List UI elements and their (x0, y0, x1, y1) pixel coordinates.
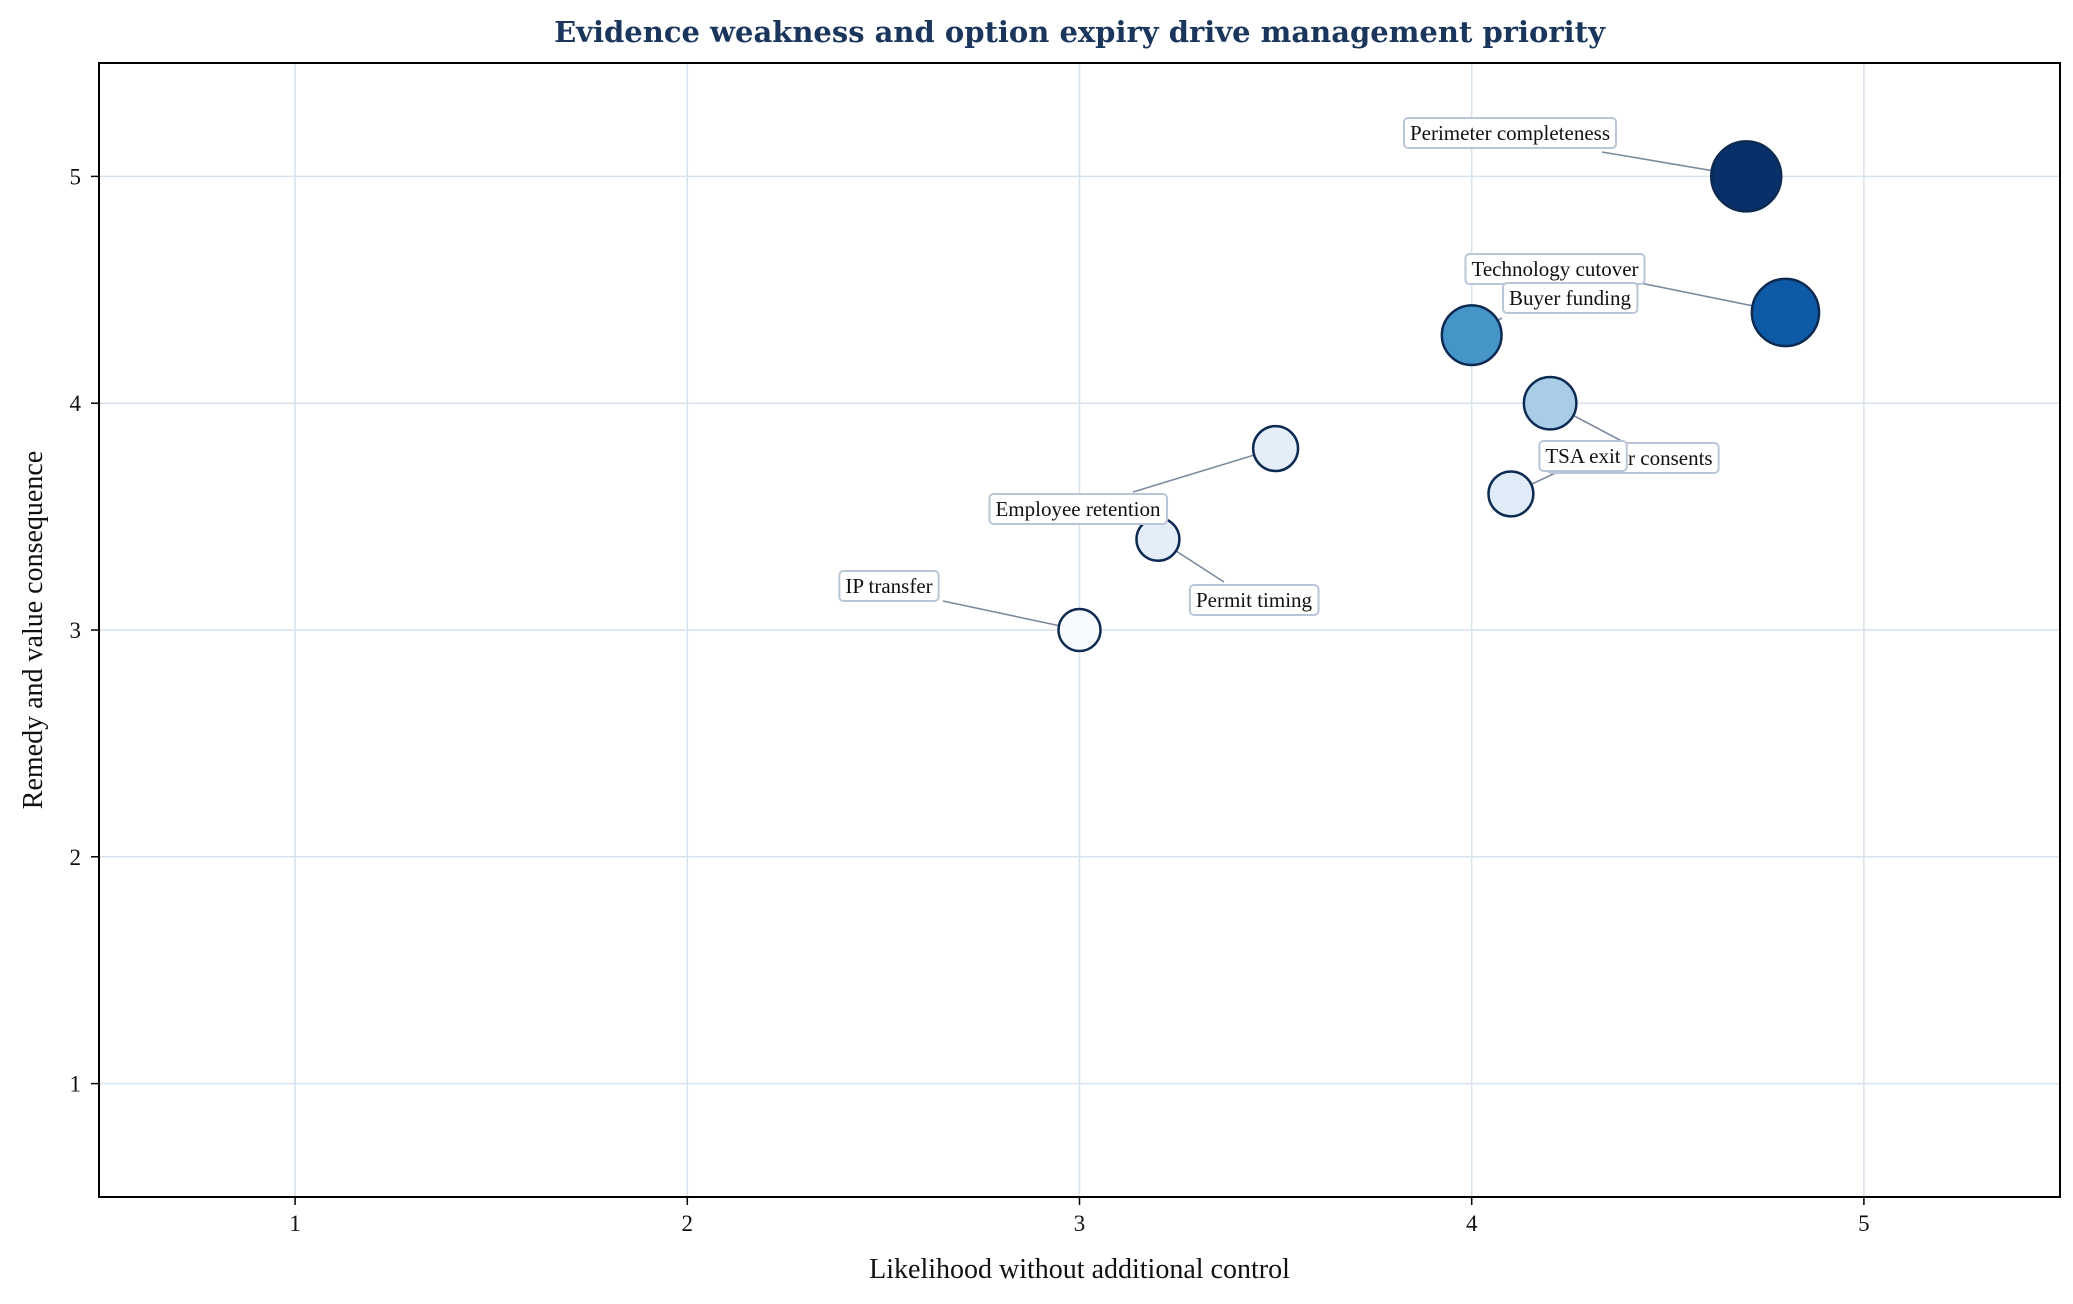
point-label-text: Permit timing (1196, 588, 1313, 612)
point-label-box (1188, 584, 1320, 616)
plot-frame (98, 62, 2061, 1198)
point-label: Employee retention (988, 493, 1169, 525)
bubble-marker (1750, 277, 1821, 348)
x-axis-label: Likelihood without additional control (869, 1254, 1290, 1285)
y-tick-label: 2 (70, 845, 82, 870)
y-tick-label: 4 (70, 391, 82, 416)
bubble-marker (1440, 304, 1503, 367)
point-label-text: TSA exit (1545, 444, 1620, 468)
point-labels: Perimeter completeness Technology cutover… (838, 117, 1720, 616)
x-tick-label: 4 (1466, 1211, 1478, 1236)
y-tick-label: 1 (70, 1072, 82, 1097)
point-label-text: Employee retention (995, 497, 1161, 521)
x-tick-label: 2 (682, 1211, 694, 1236)
y-tick-label: 5 (70, 164, 82, 189)
point-label: Buyer funding (1502, 282, 1639, 314)
point-label: Permit timing (1188, 584, 1320, 616)
point-label-box (1502, 282, 1639, 314)
point-label-text: Technology cutover (1471, 257, 1638, 281)
point-label: IP transfer (838, 570, 940, 602)
point-label-box (988, 493, 1169, 525)
bubble-marker (1487, 470, 1535, 518)
x-tick-label: 3 (1074, 1211, 1086, 1236)
point-label-text: Perimeter completeness (1410, 121, 1610, 145)
bubble-marker (1522, 375, 1578, 431)
annotation-leaders (942, 151, 1786, 631)
point-label-text: IP transfer (845, 574, 932, 598)
x-tick-label: 1 (289, 1211, 301, 1236)
chart-title: Evidence weakness and option expiry driv… (554, 15, 1606, 49)
bubble-markers (1057, 140, 1821, 653)
bubble-marker (1057, 607, 1102, 653)
bubble-marker (1251, 424, 1300, 473)
axis-ticks: 1 2 3 4 5 1 2 3 4 5 (70, 164, 1870, 1236)
point-label: Technology cutover (1464, 253, 1646, 285)
point-label: TSA exit (1538, 440, 1628, 472)
point-label-box (1402, 117, 1618, 149)
leader-line (1132, 447, 1276, 493)
x-tick-label: 5 (1858, 1211, 1870, 1236)
point-label-text: Buyer funding (1509, 286, 1631, 310)
point-label-box (838, 570, 940, 602)
point-label-box (1538, 440, 1628, 472)
bubble-marker (1709, 140, 1783, 213)
y-tick-label: 3 (70, 618, 82, 643)
y-axis-label: Remedy and value consequence (18, 451, 49, 809)
point-label: Perimeter completeness (1402, 117, 1618, 149)
leader-line (942, 600, 1080, 631)
